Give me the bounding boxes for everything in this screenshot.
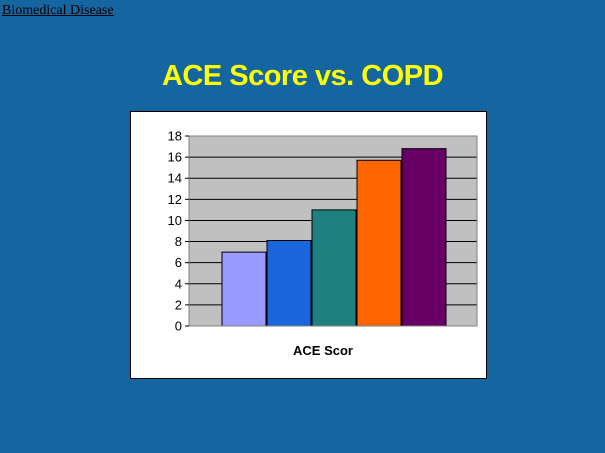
y-tick-label: 2 bbox=[175, 297, 182, 312]
y-tick-label: 14 bbox=[168, 171, 182, 186]
y-tick-label: 8 bbox=[175, 234, 182, 249]
bar-1 bbox=[221, 251, 267, 327]
plot-frame bbox=[188, 135, 478, 327]
breadcrumb[interactable]: Biomedical Disease bbox=[2, 3, 114, 18]
bar-2 bbox=[266, 240, 312, 327]
bars bbox=[221, 148, 447, 327]
bar-chart: 0 2 4 6 8 10 12 14 16 18 ACE Scor bbox=[168, 129, 478, 358]
bar-4 bbox=[356, 159, 402, 327]
y-tick-label: 4 bbox=[175, 276, 182, 291]
page-title: ACE Score vs. COPD bbox=[161, 60, 444, 92]
bar-3 bbox=[311, 209, 357, 327]
chart-container: 0 2 4 6 8 10 12 14 16 18 ACE Scor bbox=[130, 111, 487, 379]
y-tick-label: 16 bbox=[168, 150, 182, 165]
bar-5 bbox=[401, 148, 447, 327]
y-tick-label: 18 bbox=[168, 129, 182, 144]
y-tick-label: 0 bbox=[175, 319, 182, 334]
y-tick-label: 6 bbox=[175, 255, 182, 270]
axes bbox=[188, 135, 478, 327]
y-tick-labels: 0 2 4 6 8 10 12 14 16 18 bbox=[168, 129, 189, 334]
x-axis-label: ACE Scor bbox=[293, 343, 353, 358]
y-tick-label: 12 bbox=[168, 192, 182, 207]
y-tick-label: 10 bbox=[168, 213, 182, 228]
